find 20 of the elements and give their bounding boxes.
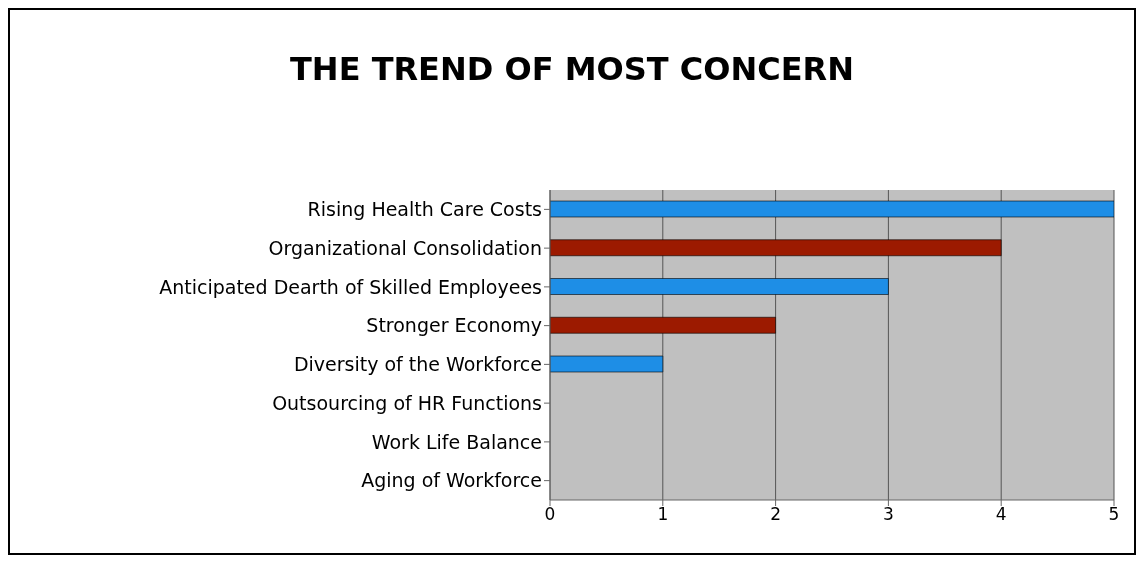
y-tick-label: Organizational Consolidation <box>268 236 542 259</box>
x-tick-label: 1 <box>657 504 669 525</box>
bar <box>550 355 664 373</box>
bar <box>550 239 1002 257</box>
y-tick-label: Rising Health Care Costs <box>307 198 542 221</box>
y-tick-label: Stronger Economy <box>366 314 542 337</box>
chart-title: THE TREND OF MOST CONCERN <box>289 50 855 90</box>
x-tick-label: 3 <box>882 504 894 525</box>
y-tick-label: Anticipated Dearth of Skilled Employees <box>159 275 542 298</box>
bar <box>550 278 889 295</box>
x-tick-label: 4 <box>995 504 1007 525</box>
y-tick-label: Work Life Balance <box>371 430 542 453</box>
y-tick-label: Diversity of the Workforce <box>293 353 542 376</box>
y-tick-label: Aging of Workforce <box>361 469 542 492</box>
bar <box>550 200 1114 218</box>
x-tick-label: 0 <box>544 504 556 525</box>
y-tick-label: Outsourcing of HR Functions <box>272 391 542 414</box>
x-tick-label: 2 <box>770 504 782 525</box>
x-tick-label: 5 <box>1108 504 1120 525</box>
bar <box>550 316 776 334</box>
